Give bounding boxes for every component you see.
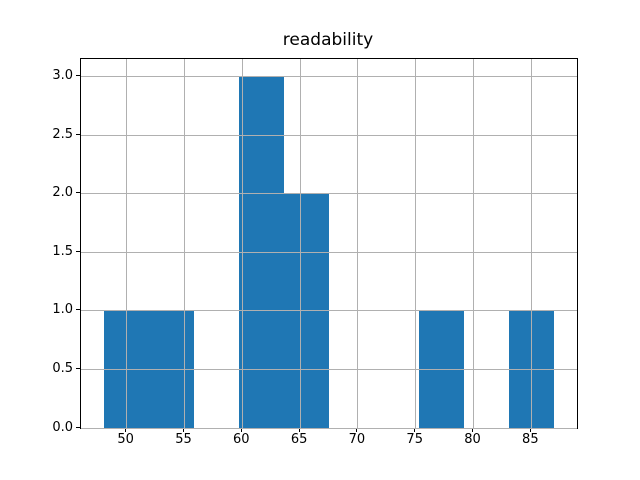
x-tick-label: 50 bbox=[117, 432, 134, 447]
y-tick-label: 0.0 bbox=[52, 419, 73, 435]
x-tick-mark bbox=[529, 428, 531, 432]
y-tick-label: 1.0 bbox=[52, 302, 73, 318]
y-tick-label: 2.5 bbox=[52, 126, 73, 142]
x-gridline bbox=[530, 59, 532, 428]
x-tick-mark bbox=[298, 428, 300, 432]
x-tick-label: 60 bbox=[233, 432, 250, 447]
x-gridline bbox=[415, 59, 417, 428]
x-gridline bbox=[183, 59, 185, 428]
x-gridline bbox=[126, 59, 128, 428]
x-gridline bbox=[241, 59, 243, 428]
y-gridline bbox=[81, 427, 577, 429]
y-tick-mark bbox=[76, 133, 80, 135]
y-tick-mark bbox=[76, 367, 80, 369]
y-tick-mark bbox=[76, 426, 80, 428]
x-tick-label: 55 bbox=[175, 432, 192, 447]
grid-layer bbox=[81, 59, 577, 429]
y-tick-mark bbox=[76, 250, 80, 252]
x-gridline bbox=[357, 59, 359, 428]
y-tick-label: 3.0 bbox=[52, 68, 73, 84]
y-gridline bbox=[81, 193, 577, 195]
x-tick-mark bbox=[414, 428, 416, 432]
x-tick-mark bbox=[356, 428, 358, 432]
y-gridline bbox=[81, 368, 577, 370]
x-tick-mark bbox=[182, 428, 184, 432]
x-tick-label: 80 bbox=[464, 432, 481, 447]
y-tick-label: 1.5 bbox=[52, 243, 73, 259]
x-tick-mark bbox=[240, 428, 242, 432]
y-gridline bbox=[81, 251, 577, 253]
y-tick-mark bbox=[76, 75, 80, 77]
y-gridline bbox=[81, 76, 577, 78]
x-tick-mark bbox=[472, 428, 474, 432]
y-tick-label: 2.0 bbox=[52, 185, 73, 201]
y-gridline bbox=[81, 310, 577, 312]
x-tick-label: 65 bbox=[290, 432, 308, 447]
x-tick-mark bbox=[125, 428, 127, 432]
x-tick-label: 75 bbox=[406, 432, 423, 447]
y-tick-mark bbox=[76, 192, 80, 194]
x-tick-label: 85 bbox=[522, 432, 539, 447]
y-gridline bbox=[81, 134, 577, 136]
x-gridline bbox=[473, 59, 475, 428]
x-tick-label: 70 bbox=[348, 432, 366, 447]
y-tick-label: 0.5 bbox=[52, 360, 73, 376]
x-gridline bbox=[299, 59, 301, 428]
chart-title: readability bbox=[282, 30, 374, 50]
y-tick-mark bbox=[76, 309, 80, 311]
plot-area bbox=[80, 58, 578, 429]
